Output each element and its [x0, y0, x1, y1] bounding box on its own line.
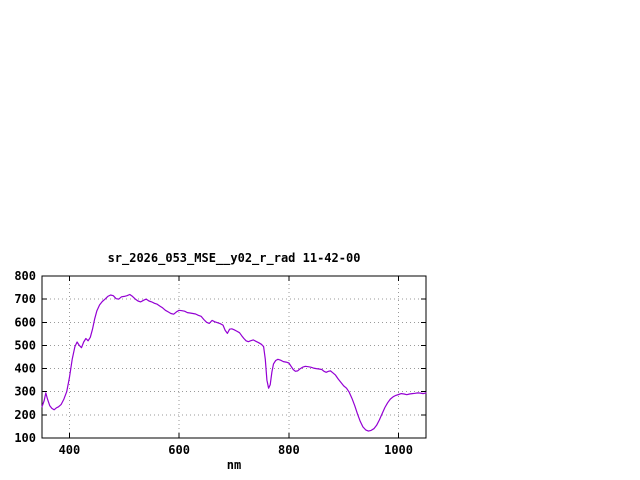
- svg-text:600: 600: [14, 315, 36, 329]
- svg-text:200: 200: [14, 408, 36, 422]
- svg-text:400: 400: [14, 362, 36, 376]
- svg-text:300: 300: [14, 385, 36, 399]
- svg-text:500: 500: [14, 338, 36, 352]
- svg-text:400: 400: [59, 443, 81, 457]
- chart-title: sr_2026_053_MSE__y02_r_rad 11-42-00: [108, 251, 361, 266]
- svg-text:800: 800: [278, 443, 300, 457]
- tick-labels: 100 200 300 400 500 600 700 800 400 600 800 1000: [14, 269, 413, 457]
- x-axis-label: nm: [227, 458, 241, 472]
- grid-lines: [42, 275, 426, 439]
- svg-text:800: 800: [14, 269, 36, 283]
- spectrum-curve: [41, 293, 427, 432]
- svg-text:100: 100: [14, 431, 36, 445]
- svg-text:600: 600: [168, 443, 190, 457]
- svg-text:700: 700: [14, 292, 36, 306]
- plot-border: [41, 275, 427, 439]
- svg-text:1000: 1000: [384, 443, 413, 457]
- axis-ticks: [42, 275, 426, 439]
